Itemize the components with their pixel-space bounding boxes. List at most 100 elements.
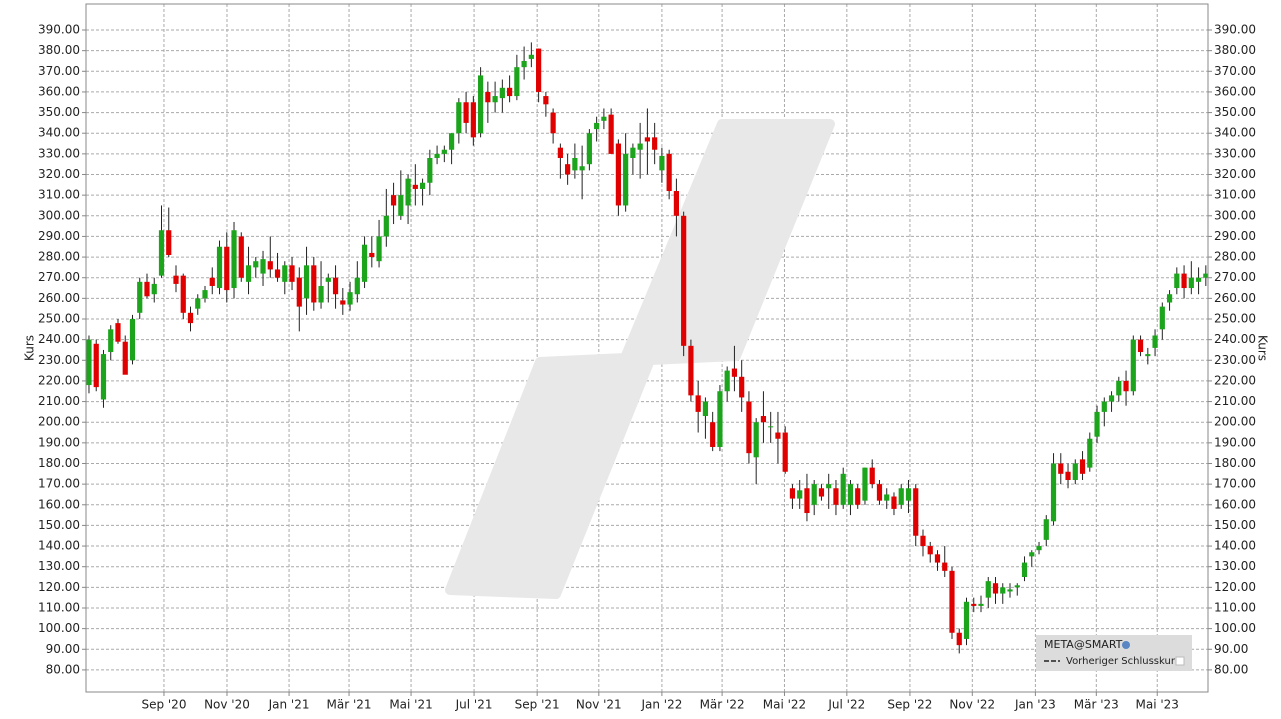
candle-body [1029, 552, 1035, 557]
candle-body [536, 48, 542, 92]
candle-body [789, 488, 796, 499]
candle-body [927, 546, 933, 555]
y2-tick-label: 330.00 [1214, 146, 1256, 160]
candle-body [1079, 459, 1086, 474]
candle-body [129, 318, 136, 361]
candle-body [137, 281, 143, 313]
candle-body [768, 426, 774, 428]
candle-body [594, 122, 600, 130]
candle-body [1108, 395, 1115, 402]
candle-body [956, 632, 962, 646]
candle-body [652, 137, 658, 150]
candle-body [1195, 277, 1202, 282]
y-axis-title: Kurs [23, 335, 37, 361]
candle-body [1072, 463, 1078, 481]
candle-body [1036, 546, 1042, 551]
y-tick-label: 390.00 [38, 23, 80, 37]
candle-body [869, 467, 875, 485]
y2-tick-label: 290.00 [1214, 229, 1256, 243]
candle-body [985, 581, 991, 598]
candle-body [739, 376, 745, 398]
candle-body [992, 583, 999, 594]
x-tick-label: Mai '23 [1136, 698, 1179, 712]
candle-body [681, 215, 687, 346]
y2-tick-label: 100.00 [1214, 621, 1256, 635]
x-tick-label: Mai '21 [389, 698, 432, 712]
candle-body [376, 236, 382, 262]
candle-body [1174, 273, 1180, 289]
y2-tick-label: 390.00 [1214, 23, 1256, 37]
legend-checkbox[interactable] [1175, 656, 1185, 666]
y-tick-label: 200.00 [38, 415, 80, 429]
candle-body [1159, 306, 1165, 330]
candle-body [623, 153, 629, 206]
y2-tick-label: 380.00 [1214, 43, 1256, 57]
candle-body [615, 143, 621, 206]
candle-body [187, 312, 194, 324]
y2-tick-label: 130.00 [1214, 559, 1256, 573]
candle-body [231, 230, 237, 289]
y-tick-label: 320.00 [38, 167, 80, 181]
candle-body [383, 215, 389, 237]
candle-body [710, 422, 716, 447]
y-tick-label: 90.00 [46, 642, 80, 656]
candle-body [550, 112, 556, 134]
candle-body [855, 488, 861, 505]
candle-body [1152, 335, 1158, 348]
x-tick-label: Sep '20 [141, 698, 186, 712]
candle-body [195, 298, 201, 309]
candle-body [876, 484, 883, 501]
y-tick-label: 280.00 [38, 250, 80, 264]
candle-body [1181, 273, 1187, 289]
y2-tick-label: 230.00 [1214, 353, 1256, 367]
candle-body [492, 96, 498, 103]
candle-body [891, 496, 897, 509]
candle-body [528, 54, 534, 59]
x-tick-label: Mär '22 [700, 698, 745, 712]
candle-body [369, 252, 375, 258]
x-tick-label: Jan '22 [640, 698, 682, 712]
y2-tick-label: 370.00 [1214, 64, 1256, 78]
candle-body [108, 329, 114, 353]
candle-body [1203, 273, 1209, 278]
x-tick-label: Mai '22 [763, 698, 806, 712]
candle-body [354, 277, 360, 295]
candle-body [963, 601, 970, 639]
candle-body [717, 391, 723, 447]
candle-body [811, 484, 817, 505]
y-tick-label: 380.00 [38, 43, 80, 57]
candle-body [485, 91, 491, 103]
candle-body [1166, 294, 1173, 303]
y2-tick-label: 160.00 [1214, 497, 1256, 511]
candle-body [419, 182, 426, 189]
y2-tick-label: 150.00 [1214, 518, 1256, 532]
y-tick-label: 140.00 [38, 539, 80, 553]
candle-body [1065, 471, 1071, 481]
candle-body [332, 277, 339, 295]
candle-body [311, 265, 317, 303]
y2-tick-label: 300.00 [1214, 208, 1256, 222]
y2-tick-label: 340.00 [1214, 126, 1256, 140]
candle-body [1137, 339, 1144, 353]
candle-body [180, 275, 186, 313]
y-tick-label: 330.00 [38, 146, 80, 160]
y2-tick-label: 200.00 [1214, 415, 1256, 429]
candle-body [289, 265, 295, 282]
y-tick-label: 120.00 [38, 580, 80, 594]
y-tick-label: 210.00 [38, 394, 80, 408]
y-tick-label: 230.00 [38, 353, 80, 367]
candle-body [797, 490, 803, 499]
y-tick-label: 180.00 [38, 456, 80, 470]
candle-body [202, 290, 208, 299]
candle-body [913, 488, 919, 536]
candle-body [507, 87, 513, 97]
grid-layer [86, 4, 1208, 692]
y2-tick-label: 90.00 [1214, 642, 1248, 656]
y-tick-label: 100.00 [38, 621, 80, 635]
candle-body [1000, 587, 1006, 594]
y-tick-label: 350.00 [38, 105, 80, 119]
candle-body [282, 265, 288, 282]
candle-body [862, 467, 868, 501]
candle-body [274, 269, 281, 278]
y-tick-label: 340.00 [38, 126, 80, 140]
